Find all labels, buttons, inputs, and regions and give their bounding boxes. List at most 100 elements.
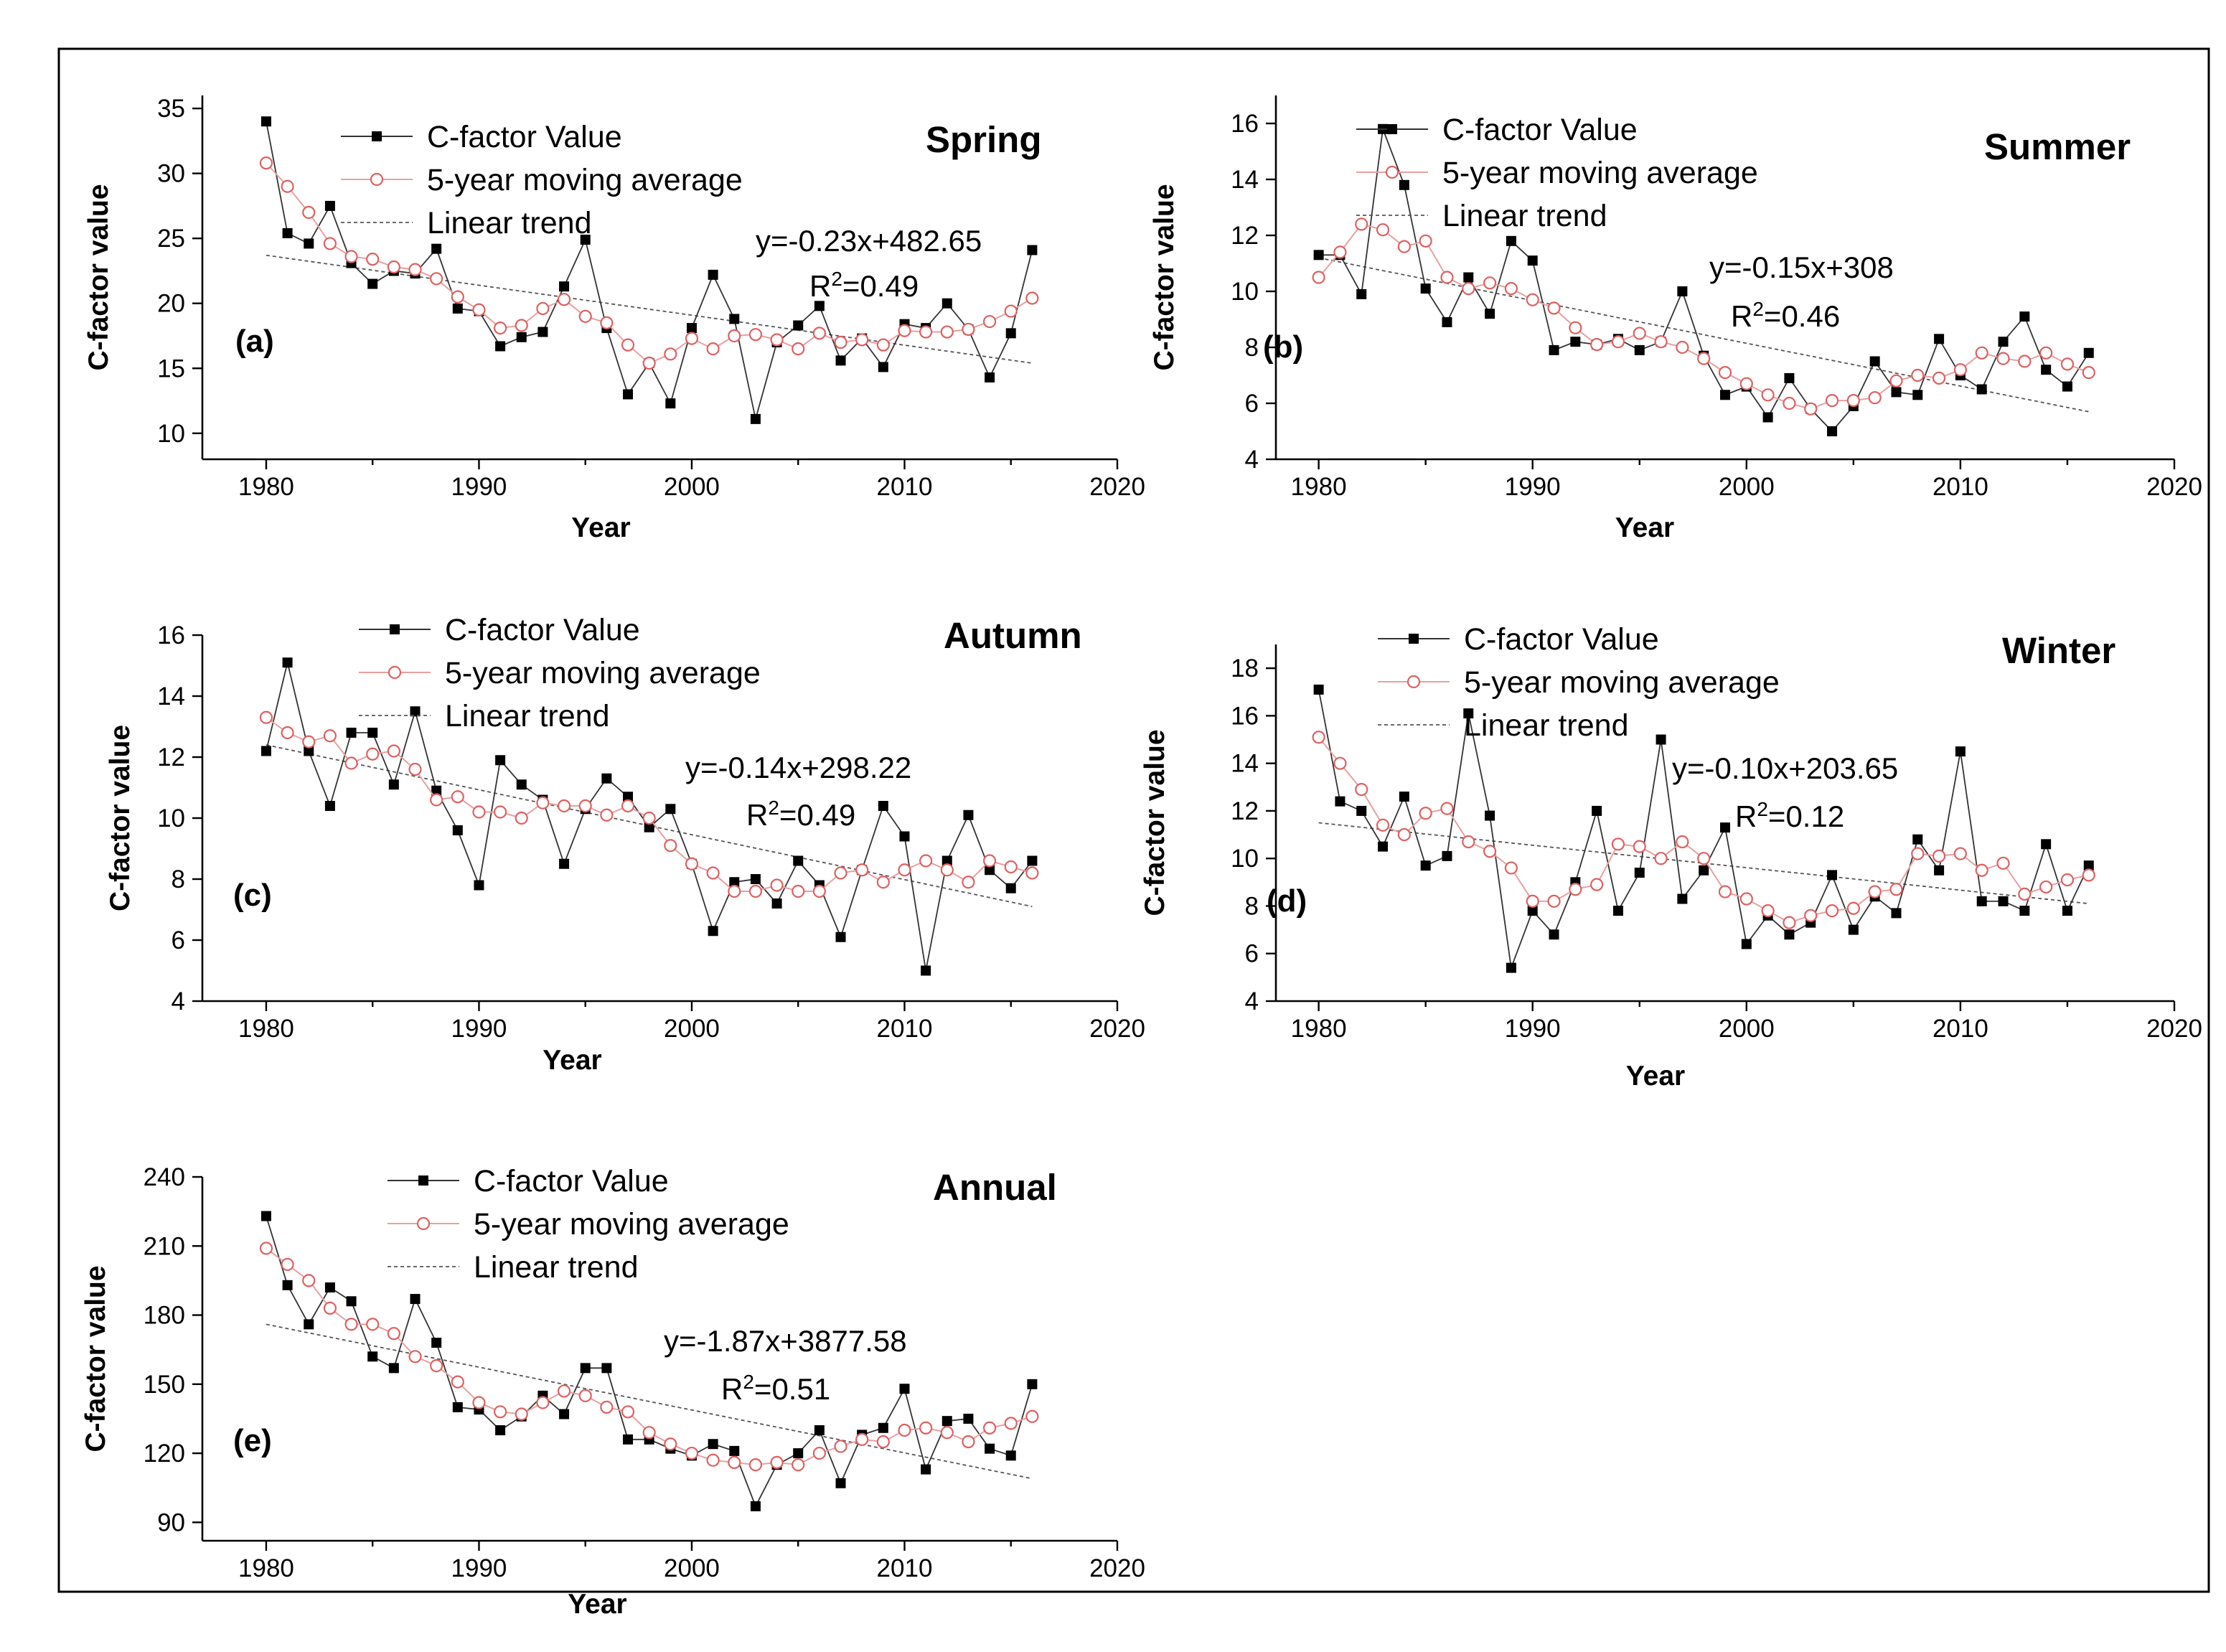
y-tick-label: 35 bbox=[157, 95, 185, 123]
avg-point bbox=[323, 237, 337, 250]
avg-point bbox=[855, 1432, 869, 1446]
legend-avg-label: 5-year moving average bbox=[1464, 665, 1780, 700]
avg-point bbox=[259, 710, 273, 724]
legend: C-factor Value 5-year moving average Linea… bbox=[341, 120, 743, 240]
value-point bbox=[304, 238, 314, 249]
avg-point bbox=[1483, 276, 1497, 290]
chart-panel-annual: 1980 1990 2000 2010 2020 90 120 150 180 210 240 Yea… bbox=[80, 1163, 1145, 1620]
value-point bbox=[2062, 906, 2072, 916]
legend-value-marker bbox=[1409, 634, 1419, 644]
value-point bbox=[1891, 387, 1902, 398]
value-point bbox=[304, 746, 314, 756]
value-point bbox=[282, 1280, 293, 1290]
avg-point bbox=[770, 878, 784, 892]
avg-point bbox=[536, 1396, 550, 1409]
x-tick-label: 1990 bbox=[451, 1015, 507, 1043]
avg-point bbox=[1483, 845, 1497, 858]
avg-point bbox=[1611, 837, 1625, 851]
avg-point bbox=[302, 205, 316, 220]
value-point bbox=[516, 779, 527, 790]
value-point bbox=[1634, 868, 1645, 878]
avg-point bbox=[515, 319, 528, 332]
value-point bbox=[1527, 906, 1538, 916]
value-point bbox=[1891, 908, 1902, 919]
x-axis-title: Year bbox=[543, 1045, 601, 1076]
value-point bbox=[1741, 939, 1752, 949]
avg-point bbox=[1547, 301, 1561, 315]
avg-point bbox=[621, 1405, 635, 1419]
value-point bbox=[1005, 328, 1016, 339]
value-point bbox=[814, 301, 825, 311]
avg-point bbox=[281, 726, 294, 740]
avg-point bbox=[387, 260, 400, 274]
y-tick-label: 16 bbox=[157, 621, 185, 649]
avg-point bbox=[2082, 365, 2095, 380]
avg-point bbox=[408, 1350, 422, 1364]
value-point bbox=[1998, 337, 2009, 347]
avg-point bbox=[1761, 904, 1775, 918]
value-point bbox=[1677, 286, 1688, 296]
value-point bbox=[1485, 810, 1495, 821]
avg-point bbox=[685, 332, 699, 345]
r-squared: R2=0.51 bbox=[721, 1371, 830, 1407]
avg-point bbox=[1526, 894, 1539, 908]
avg-point bbox=[1025, 291, 1039, 305]
value-point bbox=[580, 234, 591, 245]
avg-point bbox=[281, 179, 294, 193]
avg-point bbox=[344, 250, 358, 263]
avg-point bbox=[1825, 393, 1839, 408]
avg-point bbox=[430, 793, 443, 807]
season-title: Winter bbox=[2002, 630, 2115, 671]
avg-point bbox=[792, 884, 805, 898]
value-point bbox=[1869, 356, 1880, 367]
avg-point bbox=[430, 1359, 443, 1373]
avg-point bbox=[1355, 217, 1368, 231]
avg-point bbox=[472, 805, 486, 819]
avg-point bbox=[323, 1301, 337, 1315]
x-tick-label: 2010 bbox=[877, 473, 933, 501]
value-point bbox=[1420, 860, 1431, 871]
value-point bbox=[324, 200, 335, 211]
avg-point bbox=[621, 338, 635, 352]
trend-line bbox=[266, 744, 1033, 908]
x-tick-label: 2010 bbox=[1933, 1015, 1988, 1043]
value-point bbox=[750, 1501, 761, 1511]
avg-point bbox=[834, 1440, 847, 1453]
value-point bbox=[410, 706, 421, 717]
value-point bbox=[941, 855, 952, 866]
y-tick-label: 4 bbox=[172, 987, 185, 1015]
avg-point bbox=[2082, 868, 2095, 882]
value-point bbox=[1485, 309, 1495, 319]
value-point bbox=[324, 1282, 335, 1293]
y-tick-label: 14 bbox=[1231, 166, 1259, 194]
value-point bbox=[1442, 850, 1452, 861]
legend-value-marker bbox=[390, 624, 400, 634]
value-point bbox=[921, 965, 931, 976]
avg-point bbox=[1397, 240, 1411, 253]
value-point bbox=[941, 298, 952, 309]
value-point bbox=[1027, 245, 1038, 255]
avg-point bbox=[812, 327, 826, 340]
value-point bbox=[346, 728, 357, 738]
r-squared: R2=0.46 bbox=[1731, 298, 1840, 334]
legend-value-label: C-factor Value bbox=[474, 1164, 669, 1198]
avg-point bbox=[1462, 835, 1475, 849]
avg-point bbox=[451, 1375, 464, 1389]
season-title: Autumn bbox=[944, 615, 1082, 656]
legend: C-factor Value 5-year moving average Linea… bbox=[359, 613, 761, 733]
avg-point bbox=[302, 735, 316, 748]
avg-point bbox=[1911, 847, 1925, 860]
value-point bbox=[1656, 734, 1666, 745]
avg-point bbox=[1932, 371, 1946, 385]
season-title: Summer bbox=[1984, 126, 2131, 167]
avg-point bbox=[876, 876, 890, 889]
legend: C-factor Value 5-year moving average Linea… bbox=[1378, 622, 1780, 743]
avg-point bbox=[898, 1423, 911, 1437]
avg-point bbox=[1804, 909, 1818, 922]
avg-point bbox=[451, 790, 464, 804]
value-point bbox=[1784, 372, 1795, 383]
x-axis-title: Year bbox=[1626, 1061, 1685, 1092]
avg-point bbox=[1846, 393, 1860, 408]
value-point bbox=[750, 413, 761, 424]
value-point bbox=[1699, 865, 1709, 876]
